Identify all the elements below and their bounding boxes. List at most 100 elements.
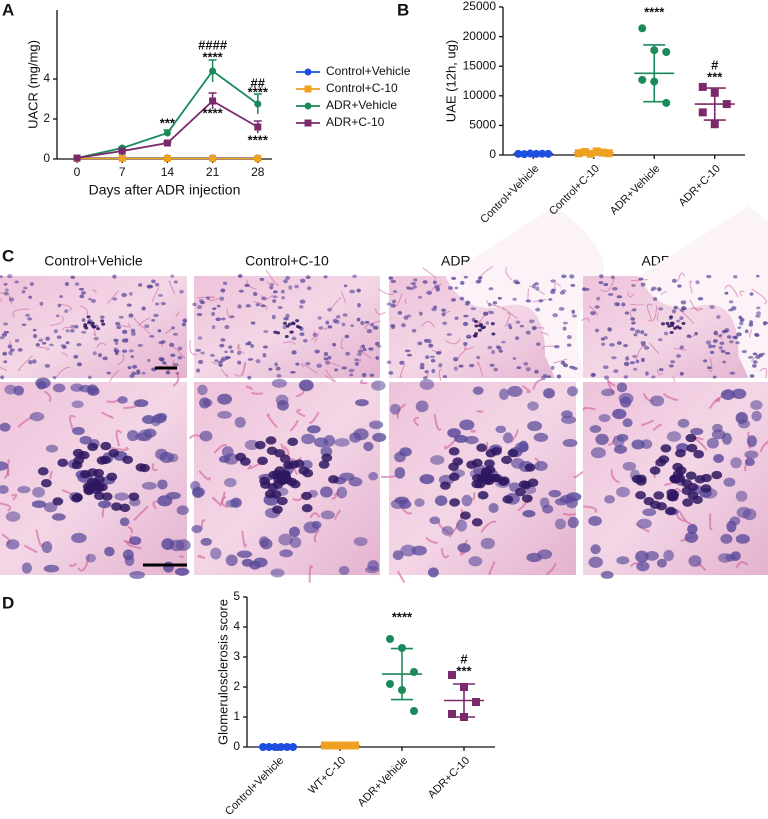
- glomerulus-nucleus: [460, 511, 471, 520]
- tubule: [647, 305, 658, 322]
- tubule: [54, 366, 70, 380]
- glomerulus-nucleus: [482, 325, 486, 329]
- glomerulus-nucleus: [655, 458, 667, 467]
- nucleus: [124, 338, 129, 343]
- nucleus: [435, 287, 440, 292]
- glomerulus-nucleus: [86, 315, 91, 319]
- nucleus: [554, 344, 560, 349]
- nucleus: [735, 490, 748, 502]
- tubule: [44, 390, 52, 403]
- nucleus: [210, 547, 222, 560]
- x-tick-label: 21: [206, 165, 220, 179]
- legend-marker: [304, 119, 312, 127]
- nucleus: [709, 305, 715, 310]
- nucleus: [71, 532, 87, 544]
- nucleus: [276, 373, 282, 378]
- tubule: [660, 291, 668, 295]
- nucleus: [218, 455, 231, 463]
- tubule: [313, 528, 320, 543]
- nucleus: [548, 489, 562, 498]
- tubule: [646, 303, 653, 321]
- nucleus: [613, 369, 619, 374]
- glomerulus-nucleus: [439, 481, 451, 490]
- glomerulus-nucleus: [524, 463, 536, 472]
- point: [638, 75, 647, 84]
- nucleus: [144, 324, 150, 329]
- nucleus: [62, 345, 67, 349]
- nucleus: [245, 342, 251, 346]
- nucleus: [323, 434, 336, 447]
- tubule: [197, 554, 206, 559]
- nucleus: [739, 321, 744, 326]
- nucleus: [429, 355, 436, 359]
- nucleus: [612, 408, 627, 420]
- nucleus: [364, 320, 370, 324]
- nucleus: [196, 368, 201, 373]
- x-tick-label: 7: [119, 165, 126, 179]
- nucleus: [733, 275, 738, 279]
- glomerulus-nucleus: [701, 473, 712, 483]
- tubule: [6, 459, 11, 476]
- tissue-space: [445, 206, 605, 378]
- nucleus: [23, 286, 28, 290]
- nucleus: [53, 329, 58, 334]
- nucleus: [463, 314, 469, 318]
- nucleus: [221, 446, 234, 458]
- tubule: [689, 280, 693, 293]
- tubule: [589, 305, 598, 317]
- y-tick-label: 0: [43, 151, 50, 165]
- nucleus: [561, 410, 573, 419]
- nucleus: [512, 297, 517, 301]
- glomerulus-nucleus: [318, 460, 330, 469]
- tubule: [709, 513, 713, 531]
- y-tick-label: 4: [233, 619, 240, 633]
- nucleus: [278, 533, 293, 546]
- nucleus: [531, 326, 537, 331]
- nucleus: [225, 499, 239, 508]
- point: [448, 671, 456, 679]
- glomerulus-nucleus: [91, 485, 102, 495]
- nucleus: [64, 309, 69, 314]
- nucleus: [744, 458, 755, 466]
- nucleus: [419, 378, 435, 390]
- nucleus: [535, 342, 541, 346]
- tubule: [50, 315, 64, 326]
- nucleus: [298, 304, 304, 309]
- nucleus: [76, 362, 83, 367]
- glomerulus-nucleus: [278, 472, 289, 482]
- nucleus: [533, 432, 549, 443]
- nucleus: [247, 358, 254, 361]
- nucleus: [288, 285, 293, 290]
- nucleus: [640, 357, 645, 363]
- tubule: [117, 353, 125, 366]
- nucleus: [2, 351, 8, 356]
- nucleus: [741, 350, 747, 354]
- nucleus: [375, 356, 380, 360]
- nucleus: [635, 359, 640, 364]
- nucleus: [498, 349, 503, 353]
- nucleus: [684, 531, 699, 543]
- nucleus: [0, 275, 3, 279]
- tubule: [211, 496, 221, 506]
- nucleus: [621, 302, 626, 307]
- glomerulus-nucleus: [674, 474, 686, 483]
- tubule: [358, 358, 362, 363]
- nucleus: [751, 364, 757, 368]
- nucleus: [323, 352, 329, 357]
- nucleus: [21, 323, 27, 327]
- nucleus: [643, 346, 650, 350]
- nucleus: [356, 352, 363, 357]
- glomerulus-nucleus: [267, 483, 279, 492]
- nucleus: [118, 315, 124, 319]
- nucleus: [349, 373, 354, 377]
- nucleus: [711, 344, 716, 348]
- nucleus: [325, 360, 331, 365]
- nucleus: [132, 364, 138, 369]
- nucleus: [263, 330, 269, 333]
- nucleus: [85, 553, 97, 563]
- legend-marker: [304, 85, 312, 93]
- nucleus: [417, 295, 422, 299]
- tubule: [364, 320, 381, 329]
- nucleus: [217, 360, 224, 364]
- nucleus: [433, 305, 438, 309]
